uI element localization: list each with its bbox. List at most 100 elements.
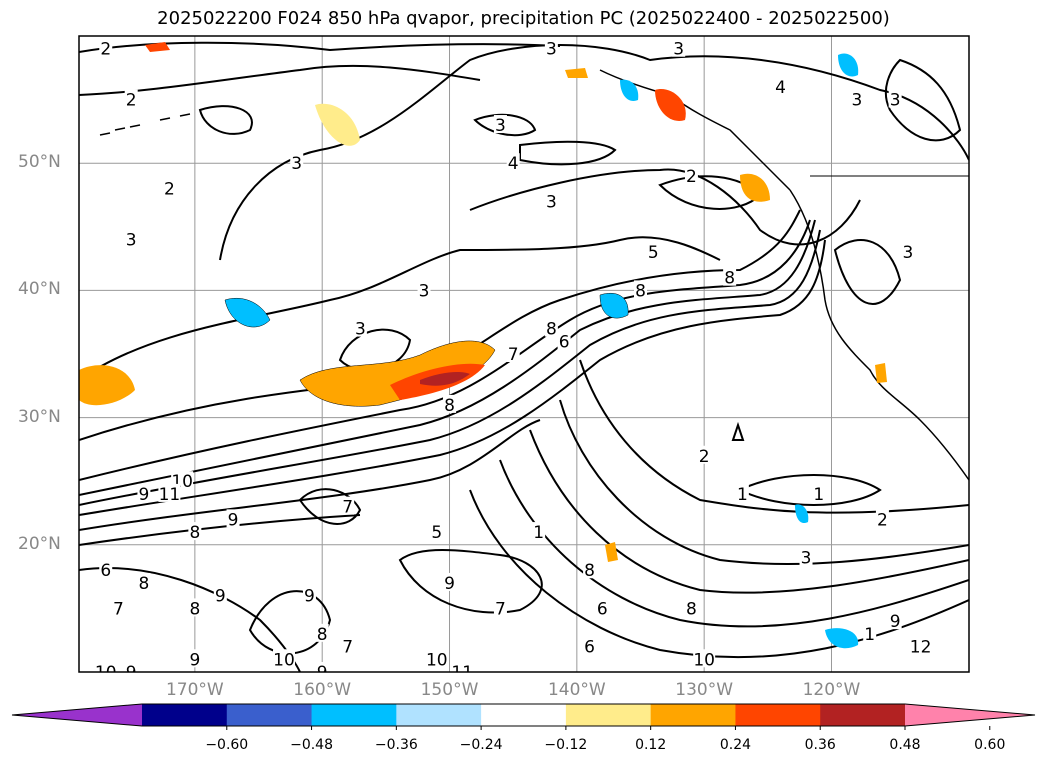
colorbar-tick-label: 0.24 [719,737,752,753]
precip-positive-area [420,372,470,386]
contour-label-bg [443,572,457,591]
contour-line [737,474,882,506]
contour-label: 7 [495,599,506,619]
contour-label-bg [583,636,597,655]
contour-label-bg [875,509,889,528]
contour-label-bg [888,611,902,630]
precip-negative-area [795,504,809,524]
colorbar-tick-label: −0.60 [205,737,249,753]
contour-line [79,209,801,441]
precip-negative-area [838,53,859,77]
colorbar-segment [565,704,652,726]
contour-label: 6 [597,599,608,619]
colorbar [11,703,1036,730]
colorbar-tick-label: 0.12 [635,737,667,753]
lat-label: 30°N [18,406,61,427]
contour-label-bg [693,649,716,668]
contour-label: 2 [877,510,888,530]
contour-label-bg [544,191,558,210]
contour-label-bg [697,445,711,464]
contour-label-bg [532,522,546,541]
contour-label: 3 [291,154,302,174]
colorbar-segment [142,704,228,726]
contour-label: 8 [546,320,557,340]
contour-line [79,64,481,96]
contour-label-bg [583,560,597,579]
contour-label-bg [417,280,431,299]
contour-label: 8 [139,574,150,594]
colorbar-segment [650,704,736,726]
contour-label-bg [94,662,117,672]
contour-label: 3 [801,549,812,569]
contour-label: 3 [355,320,366,340]
contour-label: 6 [584,638,595,658]
contour-line [469,489,969,659]
lon-label: 120°W [802,680,861,700]
contour-line [559,399,969,565]
contour-line [79,219,811,481]
contour-label-bg [124,89,138,108]
contour-label: 7 [342,638,353,658]
contour-label: 4 [508,154,519,174]
colorbar-segment [481,704,567,726]
colorbar-segment [820,704,906,726]
contour-label: 8 [635,281,646,301]
precip-positive-area [875,363,887,383]
contour-label-bg [799,547,813,566]
precip-positive-area [79,365,135,406]
contour-label: 9 [304,587,315,607]
contour-label-bg [124,662,138,672]
colorbar-tick-label: 0.48 [889,737,921,753]
colorbar-tick-label: 0.60 [974,737,1006,753]
precip-negative-area [825,628,859,649]
contour-line [579,359,969,514]
contour-label-bg [451,662,474,672]
contour-label-bg [774,76,788,95]
contour-label-bg [158,483,181,502]
west-coast [789,189,969,481]
precip-negative-area [224,297,271,328]
contour-label: 1 [533,523,544,543]
aleutian-islands [99,113,191,136]
contour-label: 4 [775,78,786,98]
lon-label: 160°W [293,680,352,700]
contour-label: 11 [159,485,181,505]
colorbar-extend-max [905,704,1035,726]
contour-label-bg [430,522,444,541]
precip-positive-area [740,173,770,202]
contour-line [79,219,816,496]
contour-label: 9 [317,663,328,683]
map-title: 2025022200 F024 850 hPa qvapor, precipit… [157,8,890,29]
contour-label-bg [353,318,367,337]
contour-line [519,140,617,166]
contour-label-bg [443,394,457,413]
contour-label-bg [226,509,240,528]
contour-label-bg [213,585,227,604]
map-background [79,36,969,672]
contour-line [731,421,745,441]
precip-negative-area [620,79,639,101]
contour-label-bg [557,331,571,350]
map-frame [78,35,970,673]
contour-label-bg [162,178,176,197]
contour-label: 8 [686,599,697,619]
precip-positive-area [605,542,618,562]
lon-label: 170°W [165,680,224,700]
precip-positive-area [145,42,170,52]
contour-label: 7 [508,345,519,365]
contour-label: 3 [495,116,506,136]
contour-label-bg [672,38,686,57]
contour-label-bg [850,89,864,108]
contour-label: 3 [546,40,557,60]
colorbar-tick-label: −0.12 [544,737,588,753]
contour-line [79,236,721,381]
contour-label-bg [188,522,202,541]
contour-label-bg [99,560,113,579]
contour-label: 8 [584,561,595,581]
contour-label: 10 [273,650,295,670]
contour-label: 6 [100,561,111,581]
contour-label-bg [812,483,826,502]
contour-label: 7 [342,498,353,518]
lat-label: 40°N [18,279,61,300]
